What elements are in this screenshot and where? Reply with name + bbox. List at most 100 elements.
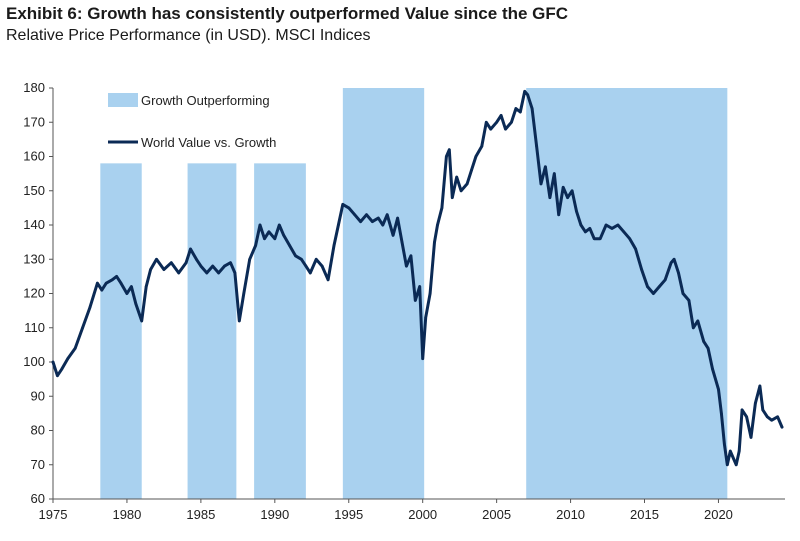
data-point [450,196,454,199]
y-tick-label: 180 [23,80,45,95]
data-point [663,278,667,282]
data-point [677,271,680,275]
x-tick-label: 1980 [112,507,141,522]
data-point [696,319,700,323]
data-point [134,302,138,306]
data-point [258,223,262,227]
x-tick-label: 2005 [482,507,511,522]
data-point [526,93,529,97]
data-point [711,367,714,371]
data-point [428,292,432,295]
data-point [459,189,463,193]
data-point [365,213,368,217]
data-point [421,357,424,360]
data-point [414,299,417,302]
data-point [155,257,158,261]
data-point [326,278,330,282]
data-point [720,412,723,415]
data-point [377,216,380,220]
data-point [304,264,308,268]
data-point [424,316,427,319]
data-point [282,233,285,237]
growth-band-2 [187,163,237,499]
data-point [433,240,436,244]
data-point [539,182,543,186]
data-point [758,384,762,388]
y-tick-label: 80 [31,423,45,438]
data-point [504,127,507,131]
data-point [320,264,324,268]
data-point [184,261,188,264]
data-point [195,257,198,261]
data-point [737,449,741,453]
data-point [740,408,744,412]
growth-band-3 [254,163,306,499]
y-tick-label: 100 [23,354,45,369]
data-point [761,408,765,412]
data-point [396,216,399,220]
data-point [100,288,104,292]
data-point [189,247,192,251]
data-point [277,223,281,227]
data-point [267,230,271,234]
growth-band-5 [526,88,728,499]
data-point [616,223,620,227]
data-point [223,264,226,268]
data-point [385,213,389,217]
data-point [544,165,547,169]
data-point [405,264,408,268]
x-tick-label: 2010 [556,507,585,522]
x-tick-label: 1995 [334,507,363,522]
data-point [734,463,738,467]
data-point [575,210,578,213]
data-point [104,281,108,285]
data-point [754,401,757,405]
y-tick-label: 130 [23,251,45,266]
data-point [470,168,473,172]
y-tick-label: 60 [31,491,45,506]
data-point [445,155,448,158]
legend-label: Growth Outperforming [141,93,270,108]
chart-subtitle: Relative Price Performance (in USD). MSC… [6,27,371,44]
data-point [248,257,251,261]
data-point [149,268,152,271]
data-point [672,257,676,261]
data-point [242,292,246,295]
data-point [56,374,59,378]
data-point [484,120,488,124]
data-point [646,285,649,288]
data-point [465,182,469,186]
data-point [263,237,266,240]
y-tick-label: 170 [23,114,45,129]
legend-swatch-growth-outperforming [108,93,138,107]
data-point [610,227,614,230]
axes-layer: 60 70 80 90 100 110 120 130 140 150 160 170 180 1975 1… [23,80,785,522]
data-point [510,120,513,124]
y-tick-label: 150 [23,183,45,198]
data-point [96,281,99,285]
data-point [776,415,779,419]
data-point [780,425,784,429]
data-point [749,436,753,439]
data-point [622,230,626,234]
data-point [170,261,173,264]
data-point [770,418,773,422]
data-point [495,120,498,124]
data-point [144,285,148,288]
chart-title: Exhibit 6: Growth has consistently outpe… [6,4,569,23]
data-point [588,227,592,230]
data-point [309,271,312,275]
data-point [455,175,459,179]
data-point [400,240,404,244]
data-point [130,285,133,288]
y-tick-label: 110 [24,320,45,335]
data-point [436,223,439,227]
x-tick-label: 2015 [630,507,659,522]
series-layer [51,89,784,467]
data-point [480,144,484,148]
data-point [598,237,602,240]
data-point [353,213,356,217]
data-point [409,254,413,258]
data-point [177,271,180,275]
